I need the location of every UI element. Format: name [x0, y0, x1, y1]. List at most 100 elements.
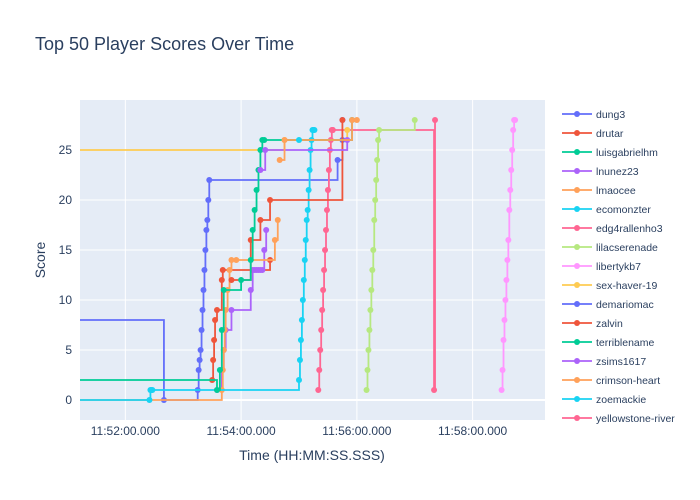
- x-tick-label: 11:58:00.000: [438, 424, 508, 438]
- series-ecomonzter: [80, 127, 318, 403]
- data-point: [64, 157, 70, 163]
- data-point: [64, 317, 70, 323]
- legend-swatch-marker: [574, 320, 580, 326]
- legend-item[interactable]: zsims1617: [562, 356, 646, 368]
- data-point: [205, 197, 212, 203]
- legend-item[interactable]: ecomonzter: [562, 204, 651, 216]
- y-tick-label: 0: [65, 393, 72, 407]
- data-point: [509, 147, 516, 153]
- data-point: [212, 317, 219, 323]
- legend-item[interactable]: crimson-heart: [562, 375, 660, 387]
- data-point: [197, 347, 204, 353]
- series-zoemackie: [295, 137, 302, 143]
- legend-swatch-marker: [574, 149, 580, 155]
- legend-item[interactable]: sex-haver-19: [562, 280, 657, 292]
- data-point: [263, 227, 270, 233]
- data-point: [370, 247, 377, 253]
- data-point: [323, 227, 330, 233]
- data-point: [203, 227, 210, 233]
- data-point: [301, 257, 308, 263]
- y-tick-label: 20: [59, 193, 73, 207]
- data-point: [281, 137, 288, 143]
- data-point: [369, 267, 376, 273]
- series-yellowstone-river: [329, 127, 336, 133]
- data-point: [367, 307, 374, 313]
- data-point: [502, 297, 509, 303]
- data-point: [297, 337, 304, 343]
- legend-swatch-marker: [574, 339, 580, 345]
- chart-title: Top 50 Player Scores Over Time: [35, 34, 294, 54]
- legend-item[interactable]: luisgabrielhm: [562, 147, 658, 159]
- data-point: [411, 117, 418, 123]
- data-point: [329, 127, 336, 133]
- data-point: [206, 177, 213, 183]
- data-point: [315, 387, 322, 393]
- series-line: [80, 129, 315, 401]
- legend-swatch-marker: [574, 244, 580, 250]
- data-point: [238, 277, 245, 283]
- series-dung3: [64, 137, 346, 403]
- data-point: [339, 117, 346, 123]
- legend-label: terriblename: [596, 337, 655, 349]
- legend-item[interactable]: zoemackie: [562, 394, 646, 406]
- data-point: [213, 387, 220, 393]
- legend-item[interactable]: dung3: [562, 109, 625, 121]
- legend-swatch-marker: [574, 396, 580, 402]
- data-point: [80, 149, 81, 151]
- legend-item[interactable]: lmaocee: [562, 185, 636, 197]
- data-point: [228, 307, 235, 313]
- data-point: [311, 127, 318, 133]
- data-point: [210, 357, 217, 363]
- data-point: [334, 157, 341, 163]
- legend-swatch-marker: [574, 206, 580, 212]
- series-zsims1617: [257, 137, 351, 173]
- data-point: [306, 167, 313, 173]
- legend-item[interactable]: demariomac: [562, 299, 654, 311]
- data-point: [257, 147, 264, 153]
- legend-label: edg4rallenho3: [596, 223, 663, 235]
- data-point: [202, 247, 209, 253]
- data-point: [302, 237, 309, 243]
- data-point: [198, 327, 205, 333]
- data-point: [507, 187, 514, 193]
- data-point: [257, 167, 264, 173]
- legend-label: demariomac: [596, 299, 654, 311]
- legend-item[interactable]: lilacserenade: [562, 242, 658, 254]
- data-point: [271, 237, 278, 243]
- data-point: [211, 337, 218, 343]
- data-point: [226, 267, 233, 273]
- data-point: [344, 127, 351, 133]
- data-point: [295, 137, 302, 143]
- legend-label: zalvin: [596, 318, 623, 330]
- data-point: [249, 227, 256, 233]
- legend-label: zsims1617: [596, 356, 646, 368]
- legend-item[interactable]: zalvin: [562, 318, 623, 330]
- data-point: [366, 327, 373, 333]
- data-point: [7, 397, 13, 403]
- legend-item[interactable]: lnunez23: [562, 166, 639, 178]
- legend-swatch-marker: [574, 301, 580, 307]
- data-point: [228, 277, 235, 283]
- data-point: [504, 257, 511, 263]
- data-point: [432, 117, 439, 123]
- x-axis-title: Time (HH:MM:SS.SSS): [239, 447, 385, 463]
- y-tick-label: 5: [65, 343, 72, 357]
- legend-item[interactable]: terriblename: [562, 337, 655, 349]
- data-point: [374, 157, 381, 163]
- data-point: [276, 157, 283, 163]
- legend-label: lilacserenade: [596, 242, 658, 254]
- legend-item[interactable]: yellowstone-river: [562, 413, 675, 425]
- y-tick-label: 15: [59, 243, 73, 257]
- data-point: [247, 287, 254, 293]
- data-point: [296, 357, 303, 363]
- data-point: [259, 267, 266, 273]
- legend-swatch-marker: [574, 263, 580, 269]
- legend-swatch-marker: [574, 415, 580, 421]
- legend[interactable]: dung3 drutar luisgabrielhm lnunez23 lmaocee e…: [562, 109, 675, 425]
- data-point: [501, 317, 508, 323]
- data-point: [318, 327, 325, 333]
- legend-label: libertykb7: [596, 261, 641, 273]
- legend-item[interactable]: libertykb7: [562, 261, 641, 273]
- legend-item[interactable]: drutar: [562, 128, 624, 140]
- legend-item[interactable]: edg4rallenho3: [562, 223, 663, 235]
